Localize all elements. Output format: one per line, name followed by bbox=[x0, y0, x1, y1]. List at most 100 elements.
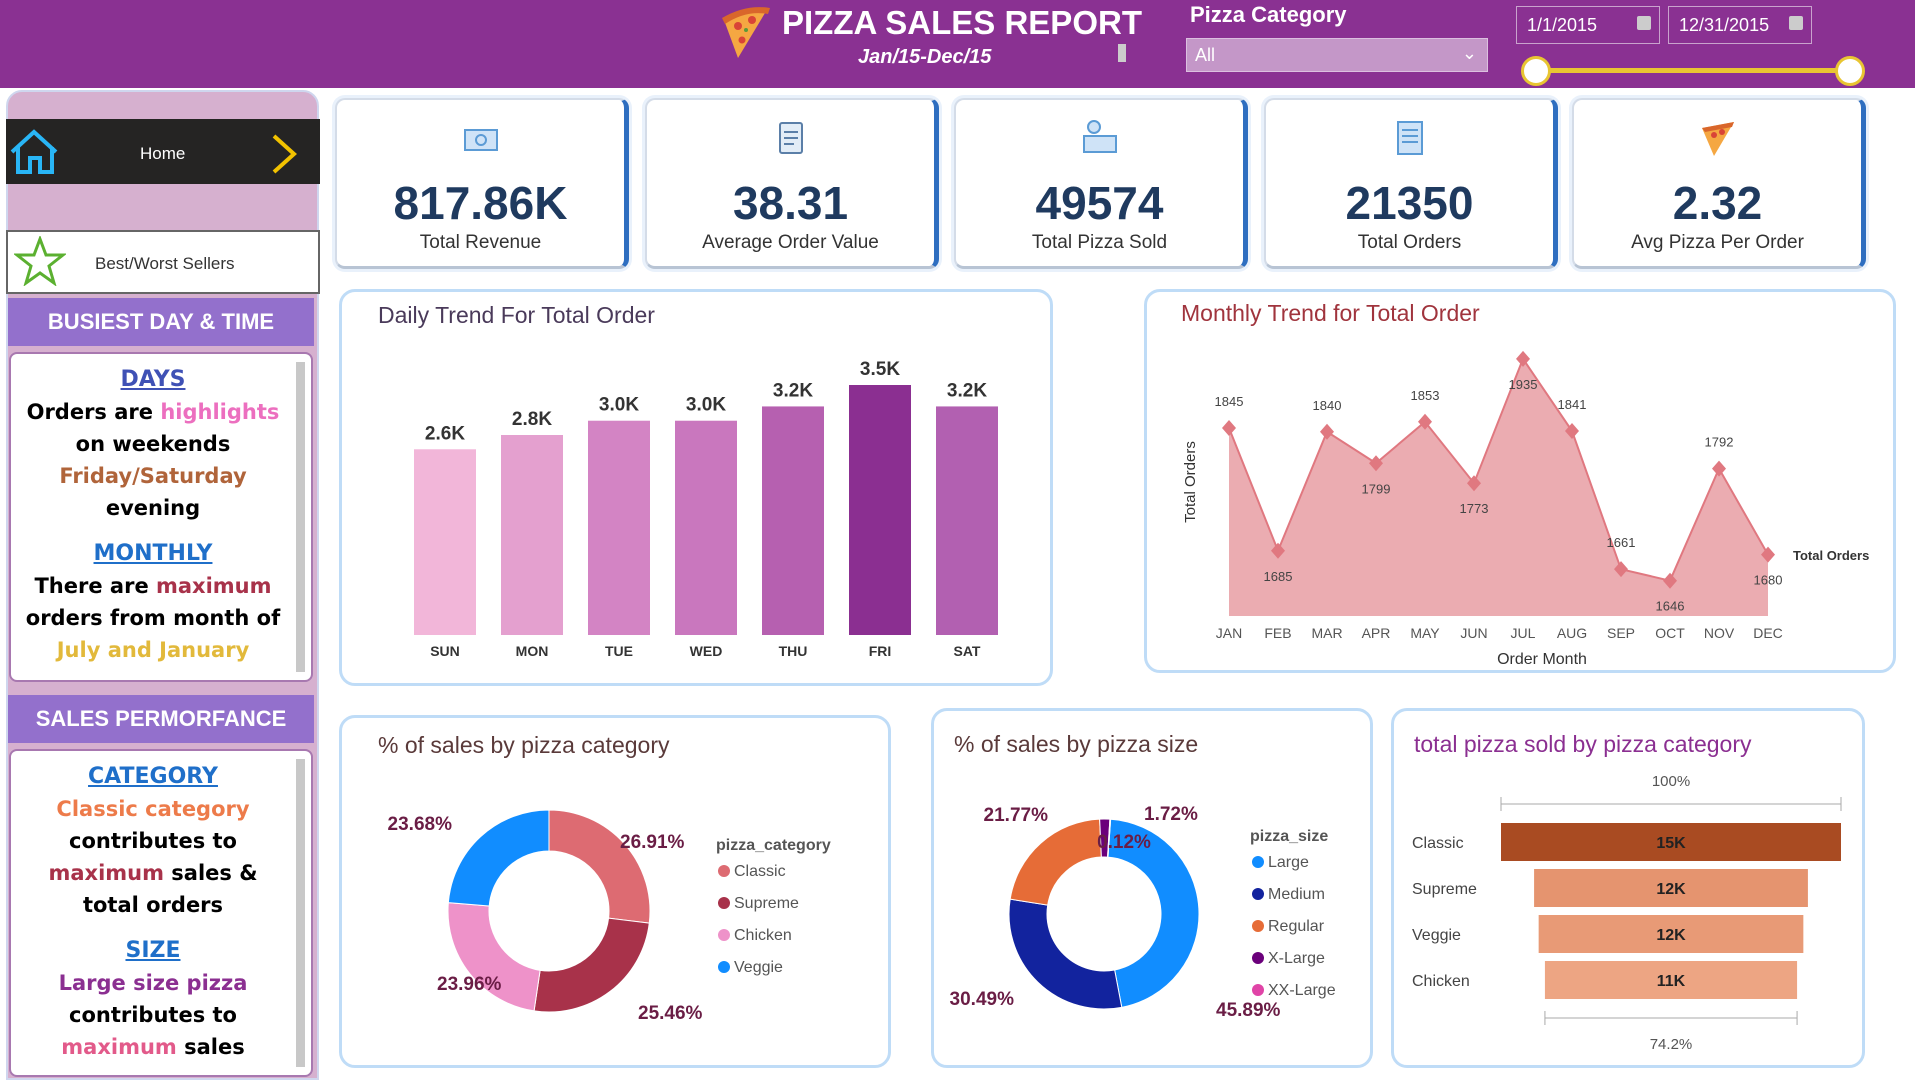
data-label: 21.77% bbox=[984, 805, 1049, 826]
best-worst-sellers-label: Best/Worst Sellers bbox=[95, 254, 235, 273]
kpi-label: Avg Pizza Per Order bbox=[1631, 232, 1804, 253]
kpi-value: 49574 bbox=[1035, 177, 1164, 229]
x-tick-label: MAY bbox=[1410, 625, 1440, 641]
busiest-notes: DAYS Orders are highlights on weekends F… bbox=[9, 352, 313, 682]
funnel-bracket bbox=[1500, 797, 1842, 811]
calendar-icon[interactable] bbox=[1637, 16, 1651, 30]
slice-xx-large bbox=[1107, 818, 1112, 858]
category-donut-chart: % of sales by pizza category 26.91% 25.46… bbox=[339, 715, 891, 1068]
legend-title: pizza_size bbox=[1250, 828, 1328, 845]
days-title: DAYS bbox=[120, 367, 186, 392]
x-tick-label: SAT bbox=[954, 643, 981, 659]
busiest-heading: BUSIEST DAY & TIME bbox=[8, 298, 314, 346]
data-label: 1840 bbox=[1313, 398, 1342, 413]
chart-title: Daily Trend For Total Order bbox=[378, 302, 655, 328]
bar-mon bbox=[501, 435, 563, 635]
kpi-value: 2.32 bbox=[1672, 177, 1763, 229]
legend-marker bbox=[718, 961, 730, 973]
best-worst-sellers-button[interactable] bbox=[6, 230, 320, 294]
star-icon bbox=[14, 236, 66, 286]
scrollbar[interactable] bbox=[296, 759, 305, 1067]
data-point bbox=[1320, 423, 1334, 440]
category-filter-value: All bbox=[1195, 45, 1216, 65]
date-start-input[interactable]: 1/1/2015 bbox=[1516, 6, 1660, 44]
chart-title: % of sales by pizza category bbox=[378, 732, 670, 758]
category-label: Classic bbox=[1412, 835, 1464, 852]
x-tick-label: SEP bbox=[1607, 625, 1635, 641]
report-subtitle: Jan/15-Dec/15 bbox=[858, 46, 992, 68]
data-label: 3.2K bbox=[773, 380, 813, 401]
home-icon bbox=[10, 129, 58, 174]
legend-label: X-Large bbox=[1268, 950, 1325, 967]
data-label: 1853 bbox=[1411, 388, 1440, 403]
header-bar bbox=[0, 0, 1915, 88]
performance-heading: SALES PERMORFANCE bbox=[8, 695, 314, 743]
data-label: 45.89% bbox=[1216, 1000, 1281, 1021]
calendar-icon[interactable] bbox=[1789, 16, 1803, 30]
category-text: Classic category contributes to maximum … bbox=[48, 797, 258, 917]
legend-label: Classic bbox=[734, 863, 786, 880]
data-label: 1845 bbox=[1215, 394, 1244, 409]
slice-medium bbox=[1008, 898, 1123, 1010]
date-end-input[interactable]: 12/31/2015 bbox=[1668, 6, 1812, 44]
area-fill bbox=[1229, 358, 1768, 616]
slice-large bbox=[1107, 818, 1200, 1008]
category-label: Supreme bbox=[1412, 881, 1477, 898]
data-label: 1.72% bbox=[1144, 804, 1198, 825]
kpi-avg-pizza-per-order: 2.32 Avg Pizza Per Order bbox=[1572, 98, 1866, 269]
legend-marker bbox=[1252, 888, 1264, 900]
legend-marker bbox=[718, 865, 730, 877]
chevron-right-icon[interactable] bbox=[270, 132, 300, 176]
data-label: 0.12% bbox=[1097, 832, 1151, 853]
data-point bbox=[1663, 572, 1677, 589]
scrollbar[interactable] bbox=[296, 362, 305, 672]
home-nav-button[interactable] bbox=[6, 119, 320, 184]
bar-fri bbox=[849, 385, 911, 635]
slider-end-handle[interactable] bbox=[1835, 56, 1865, 86]
legend-label: Total Orders bbox=[1793, 548, 1869, 563]
chart-title: % of sales by pizza size bbox=[954, 731, 1199, 757]
data-label: 1773 bbox=[1460, 501, 1489, 516]
home-label: Home bbox=[140, 144, 186, 163]
funnel-bottom-label: 74.2% bbox=[1650, 1036, 1693, 1053]
kpi-value: 817.86K bbox=[393, 177, 568, 229]
data-label: 23.96% bbox=[437, 974, 502, 995]
kpi-value: 21350 bbox=[1345, 177, 1474, 229]
x-tick-label: WED bbox=[690, 643, 723, 659]
x-tick-label: DEC bbox=[1753, 625, 1783, 641]
bar-tue bbox=[588, 420, 650, 635]
data-label: 15K bbox=[1656, 835, 1686, 852]
date-end-value: 12/31/2015 bbox=[1679, 15, 1770, 35]
monthly-title: MONTHLY bbox=[93, 541, 213, 566]
funnel-bar-veggie bbox=[1538, 915, 1804, 953]
chart-title: Monthly Trend for Total Order bbox=[1181, 300, 1480, 326]
chart-title: total pizza sold by pizza category bbox=[1414, 731, 1752, 757]
report-title: PIZZA SALES REPORT bbox=[782, 4, 1142, 41]
slider-start-handle[interactable] bbox=[1521, 56, 1551, 86]
data-label: 11K bbox=[1657, 973, 1686, 990]
x-tick-label: NOV bbox=[1704, 625, 1735, 641]
legend-marker bbox=[718, 897, 730, 909]
legend-marker bbox=[1252, 920, 1264, 932]
data-label: 3.2K bbox=[947, 380, 987, 401]
legend-marker bbox=[1252, 952, 1264, 964]
category-filter-dropdown[interactable]: All ⌄ bbox=[1186, 38, 1488, 72]
kpi-average-order-value: 38.31 Average Order Value bbox=[645, 98, 939, 269]
data-label: 12K bbox=[1656, 881, 1686, 898]
monthly-trend-chart: Monthly Trend for Total Order 1845 JAN 168… bbox=[1144, 289, 1896, 673]
legend-label: Regular bbox=[1268, 918, 1325, 935]
category-title: CATEGORY bbox=[88, 764, 218, 789]
daily-trend-chart: Daily Trend For Total Order 2.6K SUN 2.8K M… bbox=[339, 289, 1053, 686]
data-point bbox=[1418, 413, 1432, 430]
date-range-slider[interactable] bbox=[1536, 68, 1850, 73]
money-icon bbox=[463, 129, 498, 151]
data-point bbox=[1761, 546, 1775, 563]
legend-label: Medium bbox=[1268, 886, 1325, 903]
pizza-slice-icon bbox=[1701, 122, 1734, 156]
legend-title: pizza_category bbox=[716, 837, 831, 854]
category-label: Veggie bbox=[1412, 927, 1461, 944]
x-tick-label: MAR bbox=[1311, 625, 1342, 641]
data-point bbox=[1369, 455, 1383, 472]
bar-wed bbox=[675, 420, 737, 635]
category-label: Chicken bbox=[1412, 973, 1470, 990]
